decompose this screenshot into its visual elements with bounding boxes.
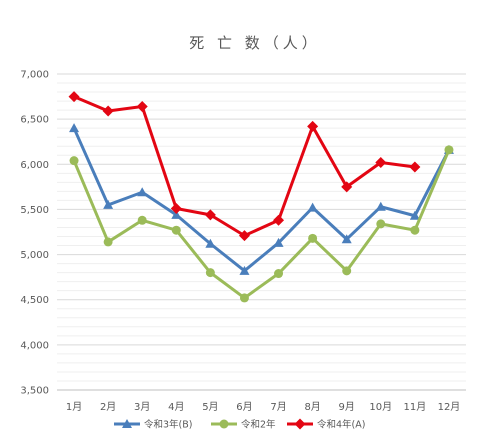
x-tick-label: 3月: [134, 401, 150, 413]
data-point: [308, 233, 318, 243]
y-tick-label: 4,500: [20, 295, 49, 306]
data-point: [375, 156, 387, 168]
data-point: [69, 123, 80, 133]
y-tick-label: 5,000: [20, 250, 49, 261]
data-point: [342, 266, 352, 276]
x-tick-label: 6月: [236, 401, 252, 413]
legend-marker: [219, 419, 229, 429]
y-tick-label: 3,500: [20, 386, 49, 397]
x-tick-label: 8月: [304, 401, 320, 413]
data-point: [341, 181, 353, 193]
data-point: [239, 293, 249, 303]
data-point: [444, 145, 454, 155]
x-tick-label: 7月: [270, 401, 286, 413]
data-point: [137, 215, 147, 225]
x-tick-label: 10月: [369, 401, 392, 413]
data-point: [375, 201, 386, 211]
series-group: [68, 91, 454, 303]
x-tick-label: 4月: [168, 401, 184, 413]
data-point: [341, 234, 352, 244]
data-point: [409, 161, 421, 173]
data-point: [238, 230, 250, 242]
data-point: [171, 209, 182, 219]
x-tick-label: 2月: [100, 401, 116, 413]
data-point: [136, 101, 148, 113]
series-line: [73, 95, 416, 238]
data-point: [103, 237, 113, 247]
data-point: [103, 199, 114, 209]
data-point: [170, 203, 182, 215]
series-line: [72, 127, 451, 273]
legend-label: 令和3年(B): [144, 419, 192, 431]
x-tick-label: 1月: [66, 401, 82, 413]
data-point: [376, 219, 386, 229]
legend-item: 令和2年: [211, 419, 276, 431]
legend-label: 令和2年: [241, 419, 276, 431]
legend-item: 令和3年(B): [114, 419, 192, 431]
series-3: [68, 91, 421, 242]
data-point: [102, 105, 114, 117]
x-tick-label: 9月: [339, 401, 355, 413]
data-point: [171, 225, 181, 235]
data-point: [410, 225, 420, 235]
legend-label: 令和4年(A): [317, 419, 365, 431]
data-point: [204, 209, 216, 221]
data-point: [137, 187, 148, 197]
data-point: [69, 156, 79, 166]
data-point: [273, 237, 284, 247]
legend-item: 令和4年(A): [287, 418, 365, 431]
y-axis: 3,500 4,000 4,500 5,000 5,500 6,000 6,500 7,000: [20, 70, 49, 397]
y-tick-label: 6,500: [20, 115, 49, 126]
y-tick-label: 4,000: [20, 340, 49, 351]
x-axis: 1月 2月 3月 4月 5月 6月 7月 8月 9月 10月 11月 12月: [57, 389, 466, 413]
data-point: [273, 214, 285, 226]
legend-marker: [294, 418, 306, 430]
y-tick-label: 7,000: [20, 70, 49, 81]
data-point: [205, 238, 216, 248]
series-2: [69, 145, 454, 303]
x-tick-label: 12月: [438, 401, 461, 413]
data-point: [274, 269, 284, 279]
x-tick-label: 11月: [404, 401, 427, 413]
series-line: [72, 149, 451, 300]
data-point: [68, 91, 80, 103]
x-tick-label: 5月: [202, 401, 218, 413]
data-point: [205, 268, 215, 278]
data-point: [307, 120, 319, 132]
legend: 令和3年(B) 令和2年 令和4年(A): [114, 418, 365, 431]
y-tick-label: 6,000: [20, 160, 49, 171]
gridlines: [57, 73, 466, 391]
legend-marker: [122, 419, 132, 428]
data-point: [409, 210, 420, 220]
y-tick-label: 5,500: [20, 205, 49, 216]
data-point: [307, 202, 318, 212]
chart-title: 死 亡 数（人）: [189, 34, 321, 52]
data-point: [239, 265, 250, 275]
